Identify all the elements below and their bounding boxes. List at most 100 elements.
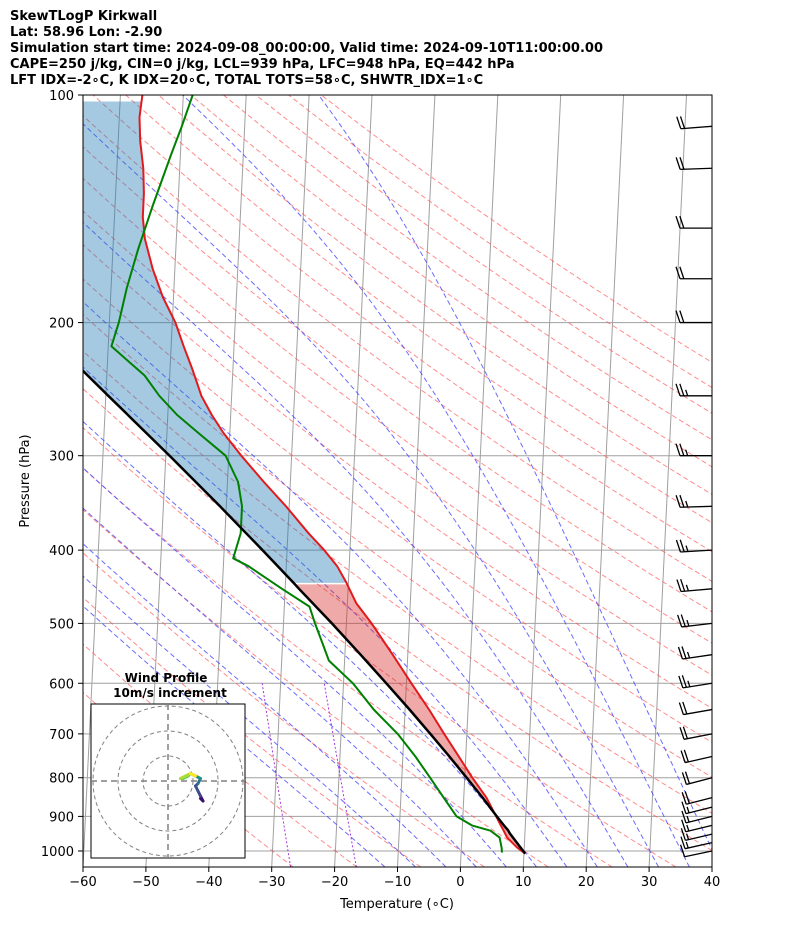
moist-adiabat [83, 221, 629, 867]
wind-barb [675, 215, 712, 229]
wind-barb [679, 844, 713, 858]
y-tick-label: 200 [49, 317, 74, 332]
y-tick-label: 400 [49, 544, 74, 559]
mixing-ratio-line [261, 683, 292, 867]
x-tick-label: −60 [69, 875, 96, 890]
x-tick-label: 20 [578, 875, 595, 890]
x-tick-label: 30 [641, 875, 658, 890]
dry-adiabat [223, 95, 712, 441]
moist-adiabat [83, 301, 598, 867]
wind-barb [677, 614, 713, 628]
dry-adiabat [83, 115, 712, 582]
y-tick-label: 500 [49, 617, 74, 632]
wind-barb [681, 810, 713, 824]
x-tick-label: 40 [704, 875, 721, 890]
isotherm-line [711, 856, 712, 867]
station-location: Lat: 58.96 Lon: -2.90 [10, 25, 163, 40]
isotherm-line [585, 95, 625, 867]
y-tick-label: 300 [49, 450, 74, 465]
dry-adiabat [83, 350, 712, 814]
wind-barb [675, 539, 713, 553]
moist-adiabat [83, 605, 386, 867]
wind-barb [680, 836, 713, 850]
station-title: SkewTLogP Kirkwall [10, 9, 158, 24]
wind-barb [675, 266, 712, 280]
wind-barb [675, 157, 713, 171]
y-tick-label: 100 [49, 89, 74, 104]
wind-barb [680, 749, 713, 764]
isotherm-line [522, 95, 562, 867]
wind-barb [681, 801, 713, 815]
parcel-profile [83, 369, 527, 855]
isotherm-line [83, 95, 121, 867]
moist-adiabat [83, 123, 659, 867]
y-axis-label: Pressure (hPa) [18, 434, 33, 527]
y-tick-label: 600 [49, 677, 74, 692]
dry-adiabat [83, 427, 677, 867]
dry-adiabat [83, 388, 712, 852]
x-tick-label: 10 [515, 875, 532, 890]
hodograph-segment [189, 772, 197, 778]
stability-indices: LFT IDX=-2∘C, K IDX=20∘C, TOTAL TOTS=58∘… [10, 73, 484, 88]
isotherm-line [648, 95, 687, 867]
wind-barb [681, 771, 713, 786]
x-axis-label: Temperature (∘C) [339, 897, 454, 912]
wind-barb [676, 116, 713, 130]
moist-adiabat [83, 366, 568, 867]
wind-barb [679, 726, 713, 740]
wind-barb [678, 701, 713, 716]
dry-adiabat [83, 508, 549, 867]
cape-area [83, 101, 347, 583]
dry-adiabat [83, 643, 358, 867]
y-tick-label: 700 [49, 728, 74, 743]
isotherm-line [271, 95, 310, 867]
hodograph-ring [117, 730, 219, 832]
dewpoint-profile [110, 95, 503, 853]
wind-barb [675, 443, 712, 457]
wind-barb [676, 579, 713, 593]
dry-adiabat [83, 177, 712, 644]
dry-adiabat [92, 95, 712, 553]
y-tick-label: 1000 [41, 845, 74, 860]
dry-adiabat [83, 243, 712, 709]
x-tick-label: −50 [132, 875, 159, 890]
wind-barb [675, 310, 712, 324]
hodograph-title: Wind Profile [125, 671, 208, 685]
wind-barb [677, 646, 713, 660]
dry-adiabat [288, 95, 712, 389]
wind-barb [675, 494, 713, 508]
wind-barb [675, 383, 712, 397]
moist-adiabat [83, 507, 477, 867]
moist-adiabat [318, 95, 712, 851]
isotherm-line [459, 95, 499, 867]
dry-adiabat [83, 596, 421, 867]
dry-adiabat [83, 552, 485, 867]
dry-adiabat [190, 95, 712, 468]
y-tick-label: 900 [49, 810, 74, 825]
x-tick-label: −20 [321, 875, 348, 890]
moist-adiabat [182, 95, 690, 867]
hodograph-segment [179, 772, 192, 780]
wind-barb [678, 675, 713, 689]
stability-params: CAPE=250 j/kg, CIN=0 j/kg, LCL=939 hPa, … [10, 57, 515, 72]
wind-barb [681, 791, 713, 805]
dry-adiabat [83, 210, 712, 676]
dry-adiabat [255, 95, 712, 414]
isotherm-line [397, 95, 436, 867]
wind-barb [680, 828, 713, 841]
y-tick-label: 800 [49, 772, 74, 787]
x-tick-label: −40 [195, 875, 222, 890]
dry-adiabat [83, 467, 613, 867]
x-tick-label: 0 [456, 875, 464, 890]
x-tick-label: −30 [258, 875, 285, 890]
wind-barb [681, 819, 713, 833]
hodograph-subtitle: 10m/s increment [113, 686, 227, 700]
temperature-profile [138, 95, 526, 855]
mixing-ratio-line [323, 683, 357, 867]
simulation-times: Simulation start time: 2024-09-08_00:00:… [10, 41, 603, 56]
x-tick-label: −10 [384, 875, 411, 890]
dry-adiabat [157, 95, 712, 496]
isotherm-line [334, 95, 373, 867]
dry-adiabat [320, 95, 712, 363]
